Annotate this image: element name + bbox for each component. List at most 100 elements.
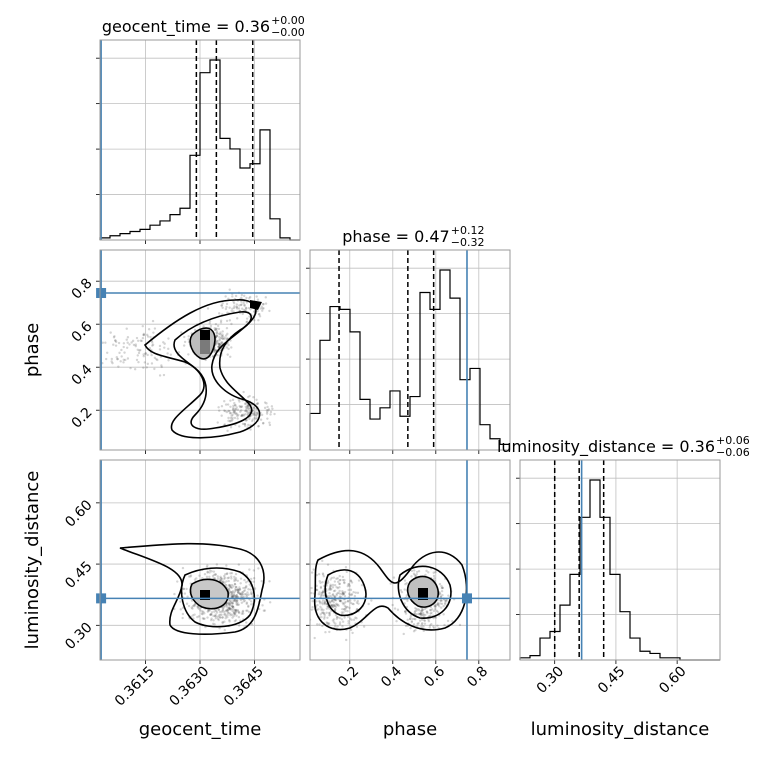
sample-point	[167, 337, 170, 340]
sample-point	[145, 366, 148, 369]
sample-point	[423, 619, 427, 623]
sample-point	[217, 406, 220, 409]
sample-point	[193, 603, 197, 606]
y-tick-label: 0.6	[69, 318, 96, 345]
sample-point	[116, 357, 119, 361]
sample-point	[232, 599, 235, 602]
sample-point	[389, 582, 392, 585]
sample-point	[223, 400, 226, 403]
sample-point	[218, 610, 222, 613]
sample-point	[110, 357, 114, 361]
sample-point	[321, 611, 325, 614]
title-lower: −0.06	[716, 446, 750, 459]
sample-point	[229, 419, 232, 422]
sample-point	[442, 613, 445, 616]
sample-point	[237, 615, 241, 619]
sample-point	[228, 607, 232, 611]
scatter-panel-geocent_time-luminosity_distance	[96, 459, 301, 664]
sample-point	[256, 594, 259, 597]
sample-point	[241, 591, 244, 594]
sample-point	[241, 612, 245, 615]
sample-point	[254, 413, 257, 416]
sample-point	[345, 605, 348, 609]
sample-point	[345, 570, 348, 574]
sample-point	[228, 306, 231, 309]
sample-point	[236, 603, 240, 606]
sample-point	[213, 327, 216, 330]
sample-point	[241, 610, 244, 614]
sample-point	[247, 423, 250, 427]
sample-point	[225, 580, 228, 583]
sample-point	[351, 602, 354, 606]
sample-point	[233, 599, 237, 602]
sample-point	[230, 414, 233, 417]
sample-point	[325, 621, 329, 625]
sample-point	[349, 599, 352, 602]
sample-point	[212, 614, 215, 618]
sample-point	[243, 294, 246, 298]
sample-point	[419, 612, 422, 615]
sample-point	[223, 423, 226, 426]
sample-point	[320, 607, 323, 610]
sample-point	[266, 417, 269, 420]
histogram-bar	[240, 168, 250, 240]
sample-point	[231, 601, 234, 605]
sample-point	[333, 589, 337, 592]
sample-point	[239, 410, 242, 413]
sample-point	[190, 599, 194, 602]
sample-point	[231, 408, 235, 411]
sample-point	[438, 591, 441, 595]
sample-point	[232, 591, 236, 595]
histogram-bar	[220, 138, 230, 240]
histogram-bar	[160, 221, 170, 240]
sample-point	[256, 298, 260, 301]
sample-point	[242, 414, 245, 417]
sample-point	[408, 617, 412, 620]
x-tick-label: 0.8	[464, 663, 491, 690]
sample-point	[349, 601, 353, 605]
sample-point	[331, 603, 334, 607]
histogram-bar	[180, 208, 190, 240]
sample-point	[237, 398, 241, 402]
sample-point	[343, 602, 346, 605]
contour-outer	[313, 549, 468, 631]
sample-point	[331, 605, 334, 609]
sample-point	[257, 313, 261, 316]
sample-point	[150, 362, 154, 365]
sample-point	[125, 338, 128, 341]
sample-point	[231, 307, 234, 310]
sample-point	[122, 358, 125, 362]
sample-point	[413, 573, 417, 577]
sample-point	[393, 607, 397, 610]
sample-point	[125, 327, 128, 330]
sample-point	[228, 319, 232, 322]
sample-point	[216, 577, 220, 580]
histogram-bar	[190, 155, 200, 240]
sample-point	[240, 300, 243, 303]
sample-point	[427, 619, 431, 623]
sample-point	[231, 601, 234, 605]
sample-point	[236, 608, 239, 612]
density-peak	[200, 590, 210, 600]
sample-point	[236, 591, 240, 594]
sample-point	[355, 601, 359, 604]
sample-point	[217, 345, 221, 348]
sample-point	[246, 609, 249, 612]
sample-point	[349, 579, 353, 582]
sample-point	[243, 424, 247, 427]
sample-point	[233, 578, 236, 581]
sample-point	[433, 577, 436, 580]
sample-point	[335, 586, 338, 589]
sample-point	[432, 625, 435, 628]
sample-point	[256, 402, 259, 405]
sample-point	[235, 412, 238, 415]
sample-point	[183, 335, 186, 339]
sample-point	[428, 624, 432, 627]
sample-point	[227, 611, 230, 615]
sample-point	[347, 619, 350, 623]
sample-point	[343, 616, 346, 619]
sample-point	[237, 611, 241, 614]
sample-point	[237, 624, 241, 627]
sample-point	[236, 599, 239, 602]
sample-point	[221, 333, 224, 336]
